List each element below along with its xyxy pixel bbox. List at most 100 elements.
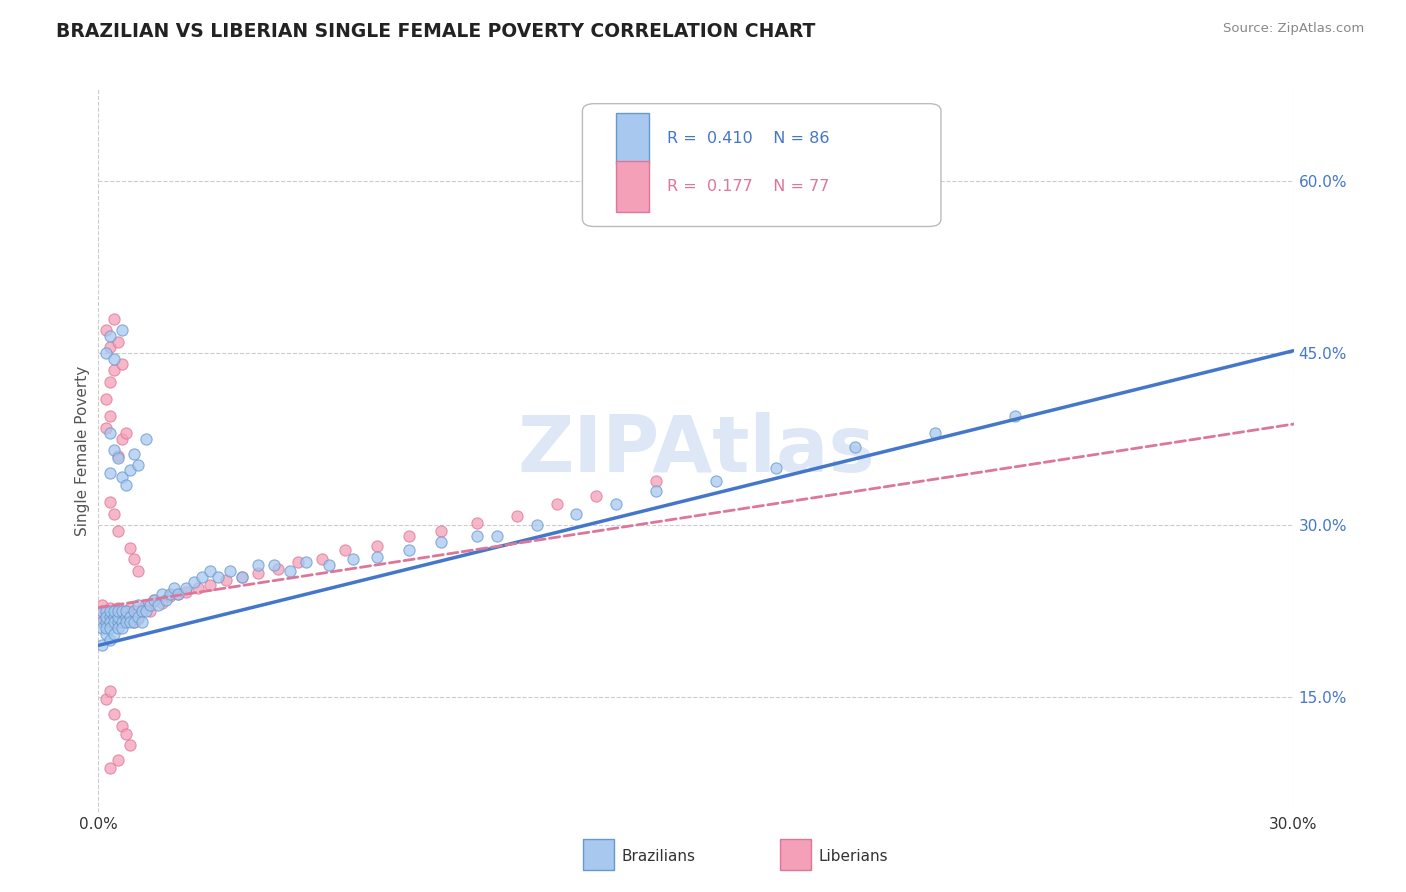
Point [246,566,269,581]
Point [107,524,129,538]
Point [103,609,125,624]
Point [96,604,118,618]
Point [103,604,125,618]
Point [98,621,122,635]
Text: R =  0.177    N = 77: R = 0.177 N = 77 [668,179,830,194]
Point [111,719,134,733]
Point [430,524,453,538]
Point [107,615,129,630]
Point [98,615,122,630]
Point [107,612,129,626]
Point [107,334,129,349]
Point [143,592,166,607]
Point [120,600,142,615]
Point [124,552,146,566]
Point [91,609,114,624]
Point [163,581,186,595]
Point [398,543,420,558]
Point [115,612,138,626]
Point [96,692,118,706]
Point [120,615,142,630]
Point [645,483,668,498]
Point [96,609,118,624]
Point [103,311,125,326]
Point [98,604,122,618]
Point [98,615,122,630]
FancyBboxPatch shape [616,113,650,163]
Point [135,599,157,613]
Point [98,607,122,622]
Point [96,323,118,337]
Point [148,599,170,613]
Point [167,587,190,601]
Point [124,615,146,630]
Point [98,600,122,615]
Point [103,507,125,521]
Point [127,604,149,618]
Point [124,607,146,622]
Point [335,543,357,558]
Point [506,508,529,523]
Point [278,564,301,578]
Point [287,555,309,569]
Point [98,684,122,698]
Point [98,761,122,775]
Point [120,609,142,624]
Text: BRAZILIAN VS LIBERIAN SINGLE FEMALE POVERTY CORRELATION CHART: BRAZILIAN VS LIBERIAN SINGLE FEMALE POVE… [56,22,815,41]
Point [465,529,488,543]
Text: R =  0.410    N = 86: R = 0.410 N = 86 [668,131,830,145]
Point [131,600,153,615]
Point [191,569,214,583]
Point [124,615,146,630]
Point [765,460,787,475]
Point [1004,409,1026,423]
Point [115,478,138,492]
Point [645,475,668,489]
Point [120,463,142,477]
Point [91,604,114,618]
Point [111,621,134,635]
Point [231,569,253,583]
Point [98,632,122,647]
Point [111,323,134,337]
Point [605,497,627,511]
Point [263,558,285,573]
Point [115,604,138,618]
Point [267,561,290,575]
FancyBboxPatch shape [616,161,650,212]
Point [115,615,138,630]
Point [98,426,122,441]
Point [107,451,129,466]
Point [215,573,238,587]
Point [565,507,588,521]
Point [115,609,138,624]
Point [159,589,181,603]
Text: Liberians: Liberians [818,849,889,863]
Point [294,555,316,569]
Point [430,535,453,549]
Point [485,529,508,543]
Point [124,447,146,461]
Text: ZIPAtlas: ZIPAtlas [517,412,875,489]
Point [127,612,149,626]
Point [127,599,149,613]
Y-axis label: Single Female Poverty: Single Female Poverty [75,366,90,535]
Point [366,539,388,553]
Point [98,375,122,389]
Point [139,604,162,618]
Point [98,467,122,481]
Point [120,609,142,624]
Point [120,541,142,555]
Point [107,609,129,624]
Point [103,707,125,722]
Point [96,615,118,630]
Point [115,604,138,618]
Point [135,432,157,446]
Point [342,552,364,566]
Point [150,587,173,601]
Point [96,346,118,360]
Point [398,529,420,543]
Point [107,753,129,767]
Point [98,340,122,354]
Point [150,596,173,610]
